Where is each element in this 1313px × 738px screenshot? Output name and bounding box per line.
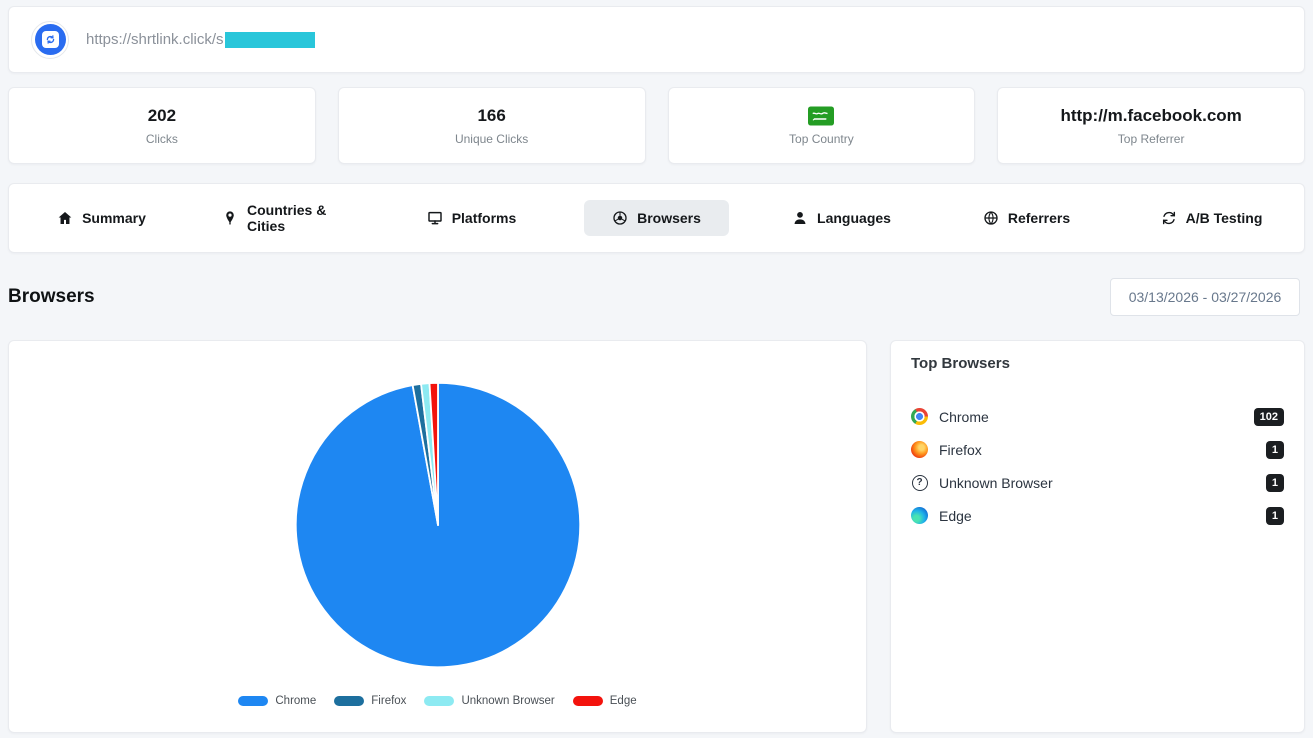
top-browsers-list: Chrome 102 Firefox 1 ? Unknown Browser 1…	[911, 400, 1284, 532]
home-icon	[58, 212, 72, 224]
list-item: Edge 1	[911, 499, 1284, 532]
legend-item-firefox[interactable]: Firefox	[334, 695, 406, 707]
legend-label: Chrome	[275, 695, 317, 707]
tab-label: Countries & Cities	[247, 202, 327, 234]
top-country-stat-card: Top Country	[667, 87, 976, 164]
ab-testing-icon	[1162, 211, 1175, 225]
legend-swatch	[572, 696, 603, 706]
saudi-arabia-flag-icon	[808, 105, 835, 126]
favicon-circle	[34, 24, 66, 55]
section-header: Browsers	[8, 278, 1305, 316]
clicks-stat-card: 202 Clicks	[8, 87, 316, 164]
tab-label: Summary	[82, 210, 146, 226]
top-referrer-value: http://m.facebook.com	[1060, 105, 1242, 125]
legend-swatch	[238, 696, 269, 706]
count-badge: 102	[1253, 407, 1284, 426]
legend-swatch	[334, 696, 365, 706]
tab-label: Languages	[817, 210, 891, 226]
list-item: Chrome 102	[911, 400, 1284, 433]
page-title: Browsers	[8, 286, 95, 307]
legend-item-unknown-browser[interactable]: Unknown Browser	[424, 695, 555, 707]
date-range-input[interactable]	[1110, 278, 1300, 316]
count-badge: 1	[1265, 506, 1284, 525]
chart-legend: Chrome Firefox Unknown Browser Edge	[238, 695, 637, 707]
analytics-tabs: Summary Countries & Cities Platforms Bro…	[8, 183, 1305, 253]
legend-label: Unknown Browser	[461, 695, 555, 707]
chrome-icon	[911, 408, 928, 425]
firefox-icon	[911, 441, 928, 458]
unique-clicks-value: 166	[477, 105, 506, 125]
tab-ab-testing[interactable]: A/B Testing	[1119, 190, 1304, 246]
unique-clicks-stat-card: 166 Unique Clicks	[337, 87, 646, 164]
globe-icon	[984, 211, 998, 225]
link-header-bar: https://shrtlink.click/s	[8, 6, 1305, 73]
list-item: ? Unknown Browser 1	[911, 466, 1284, 499]
clicks-label: Clicks	[145, 131, 178, 146]
browser-icon	[613, 211, 627, 225]
redacted-slug	[224, 31, 315, 48]
legend-label: Firefox	[371, 695, 407, 707]
legend-label: Edge	[609, 695, 637, 707]
pie-slice-edge[interactable]	[428, 381, 439, 526]
short-link-url[interactable]: https://shrtlink.click/s	[86, 31, 224, 48]
count-badge: 1	[1265, 473, 1284, 492]
browser-name: Firefox	[939, 441, 982, 458]
monitor-icon	[427, 211, 442, 225]
top-referrer-stat-card: http://m.facebook.com Top Referrer	[997, 87, 1305, 164]
sync-icon	[41, 31, 59, 48]
top-browsers-title: Top Browsers	[911, 355, 1010, 372]
clicks-value: 202	[147, 105, 177, 125]
stats-row: 202 Clicks 166 Unique Clicks Top Country…	[8, 87, 1305, 164]
tab-languages[interactable]: Languages	[749, 190, 934, 246]
count-badge: 1	[1265, 440, 1284, 459]
link-favicon	[31, 20, 69, 59]
tab-referrers[interactable]: Referrers	[934, 190, 1119, 246]
legend-item-chrome[interactable]: Chrome	[238, 695, 316, 707]
top-referrer-label: Top Referrer	[1117, 131, 1185, 146]
browser-name: Unknown Browser	[939, 474, 1053, 491]
list-item: Firefox 1	[911, 433, 1284, 466]
unknown-browser-icon: ?	[911, 474, 928, 491]
main-content: Chrome Firefox Unknown Browser Edge Top …	[8, 340, 1305, 733]
edge-icon	[911, 507, 928, 524]
map-pin-icon	[226, 211, 234, 225]
person-icon	[794, 212, 806, 224]
browsers-pie-card: Chrome Firefox Unknown Browser Edge	[8, 340, 867, 733]
legend-swatch	[424, 696, 455, 706]
tab-summary[interactable]: Summary	[9, 190, 194, 246]
tab-countries-cities[interactable]: Countries & Cities	[194, 182, 379, 254]
browsers-pie-chart	[294, 381, 581, 669]
top-country-label: Top Country	[789, 131, 854, 146]
tab-browsers[interactable]: Browsers	[564, 190, 749, 246]
tab-label: Browsers	[637, 210, 701, 226]
browser-name: Edge	[939, 507, 972, 524]
tab-platforms[interactable]: Platforms	[379, 190, 564, 246]
unique-clicks-label: Unique Clicks	[454, 131, 529, 146]
tab-label: Referrers	[1007, 210, 1071, 226]
tab-label: Platforms	[451, 210, 517, 226]
tab-label: A/B Testing	[1185, 210, 1263, 226]
browser-name: Chrome	[939, 408, 989, 425]
legend-item-edge[interactable]: Edge	[572, 695, 637, 707]
top-browsers-panel: Top Browsers Chrome 102 Firefox 1 ? Unkn…	[890, 340, 1305, 733]
